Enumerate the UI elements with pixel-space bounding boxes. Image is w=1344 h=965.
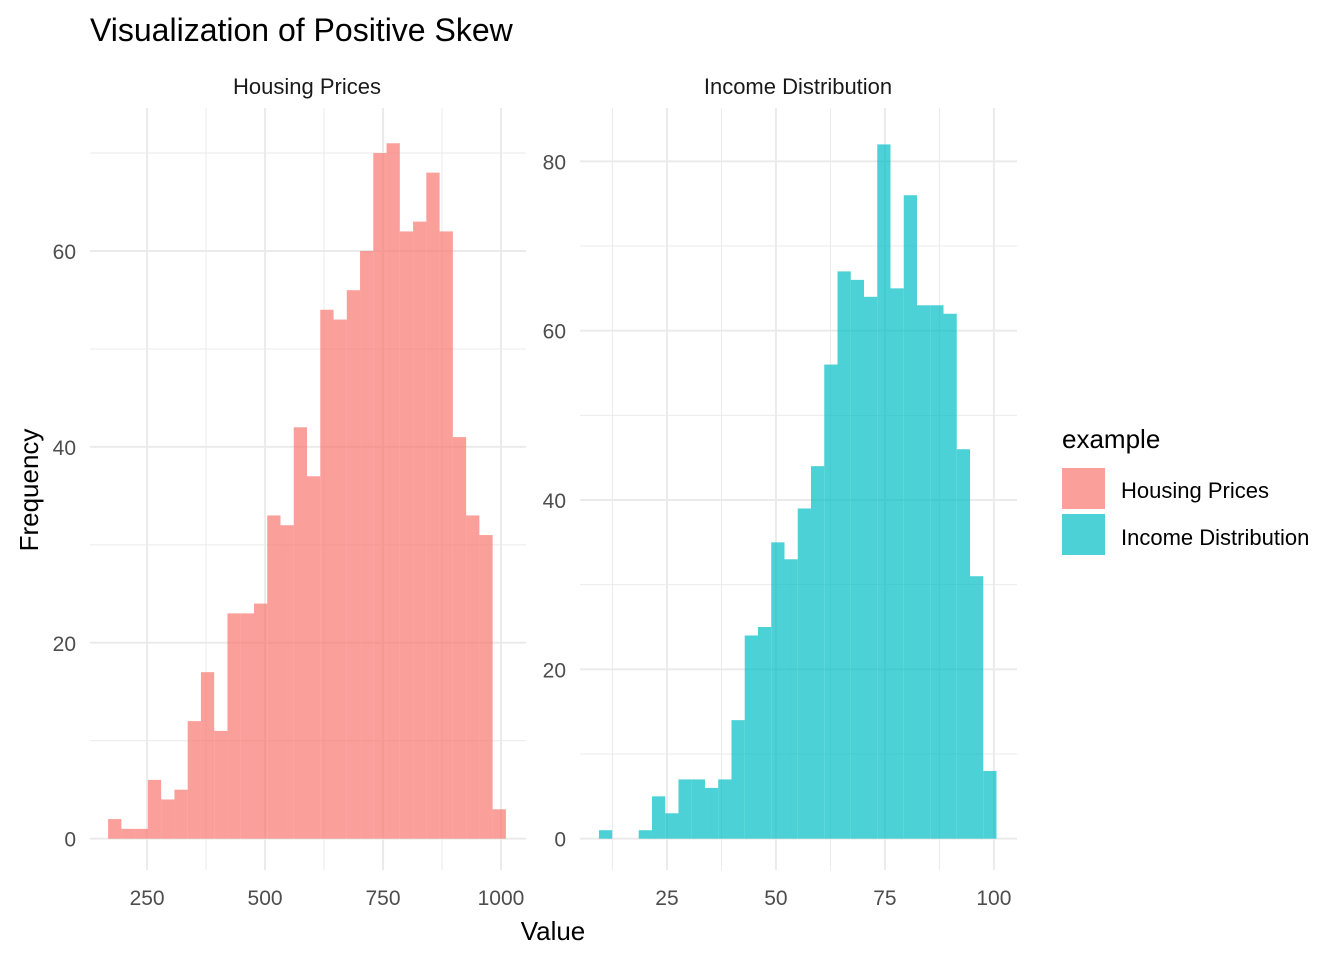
x-tick-label: 50: [764, 887, 787, 910]
histogram-bar: [161, 799, 175, 839]
histogram-bar: [704, 787, 719, 839]
facet-label-housing: Housing Prices: [233, 74, 381, 99]
histogram-bar: [174, 789, 188, 839]
histogram-bar: [307, 476, 321, 839]
histogram-bar: [718, 779, 732, 839]
chart-title: Visualization of Positive Skew: [90, 12, 514, 48]
x-tick-label: 75: [873, 887, 896, 910]
histogram-bar: [983, 770, 997, 839]
histogram-bar: [439, 231, 453, 839]
histogram-bar: [665, 813, 679, 839]
histogram-bar: [956, 449, 971, 839]
histogram-bar: [386, 143, 400, 839]
histogram-bar: [850, 279, 864, 839]
y-tick-label: 60: [53, 241, 76, 264]
histogram-bar: [638, 830, 652, 839]
histogram-bar: [227, 613, 241, 839]
histogram-bar: [280, 525, 294, 839]
x-tick-label: 1000: [478, 887, 525, 910]
histogram-bar: [147, 779, 162, 839]
y-tick-label: 0: [64, 829, 76, 852]
legend-key-housing: [1062, 468, 1105, 509]
legend-key-income: [1062, 514, 1105, 555]
histogram-bar: [917, 305, 931, 839]
histogram-bar: [373, 153, 387, 839]
facet-label-income: Income Distribution: [704, 74, 892, 99]
histogram-bar: [426, 172, 440, 839]
histogram-bar: [452, 437, 467, 839]
histogram-bar: [267, 515, 281, 839]
histogram-bar: [479, 535, 493, 839]
histogram-bar: [757, 627, 772, 839]
histogram-bar: [744, 635, 758, 839]
histogram-bar: [877, 144, 891, 839]
legend-label-income: Income Distribution: [1121, 525, 1309, 550]
histogram-bar: [678, 779, 692, 839]
histogram-bar: [651, 796, 666, 839]
histogram-bar: [810, 466, 825, 839]
histogram-bar: [466, 515, 480, 839]
y-tick-label: 0: [554, 829, 566, 852]
legend-title: example: [1062, 424, 1160, 454]
histogram-bar: [691, 779, 705, 839]
x-axis-label: Value: [521, 916, 586, 946]
y-tick-label: 60: [543, 321, 566, 344]
histogram-bar: [930, 305, 944, 839]
x-tick-label: 100: [976, 887, 1011, 910]
y-tick-label: 20: [53, 633, 76, 656]
y-tick-label: 40: [543, 490, 566, 513]
histogram-bar: [240, 613, 254, 839]
histogram-bar: [970, 576, 984, 839]
y-tick-label: 80: [543, 151, 566, 174]
histogram-bar: [253, 603, 268, 839]
histogram-bar: [320, 309, 334, 839]
y-axis-label: Frequency: [14, 429, 44, 552]
histogram-bar: [333, 319, 347, 839]
y-tick-label: 20: [543, 659, 566, 682]
x-tick-label: 25: [655, 887, 678, 910]
legend-label-housing: Housing Prices: [1121, 478, 1269, 503]
histogram-bar: [399, 231, 414, 839]
x-tick-label: 250: [130, 887, 165, 910]
histogram-bar: [492, 809, 506, 839]
histogram-bar: [121, 828, 135, 839]
histogram-bar: [797, 508, 811, 839]
histogram-bar: [598, 830, 613, 839]
histogram-bar: [187, 721, 201, 839]
histogram-bar: [214, 730, 228, 839]
x-tick-label: 500: [248, 887, 283, 910]
histogram-bar: [413, 221, 427, 839]
histogram-bar: [360, 250, 374, 839]
x-tick-label: 750: [366, 887, 401, 910]
histogram-bar: [293, 427, 308, 839]
histogram-bar: [890, 288, 904, 839]
histogram-bar: [134, 828, 148, 839]
histogram-bar: [903, 195, 918, 839]
histogram-bar: [837, 271, 851, 839]
histogram-bar: [784, 559, 798, 839]
histogram-bar: [771, 542, 785, 839]
histogram-bar: [863, 296, 878, 839]
histogram-bar: [731, 720, 745, 839]
histogram-bar: [346, 290, 361, 839]
histogram-bar: [200, 672, 215, 839]
y-tick-label: 40: [53, 437, 76, 460]
histogram-bar: [108, 819, 122, 839]
histogram-bar: [824, 364, 838, 839]
histogram-bar: [943, 313, 957, 839]
